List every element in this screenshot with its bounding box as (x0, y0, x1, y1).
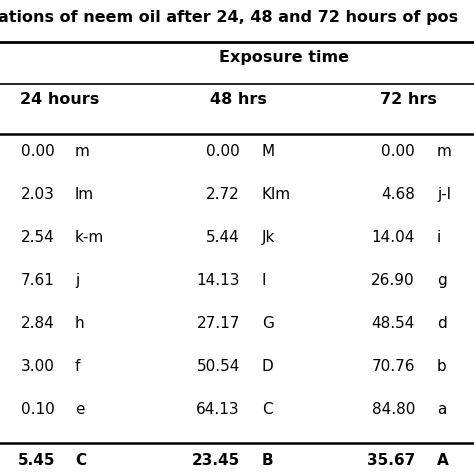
Text: 27.17: 27.17 (197, 316, 240, 331)
Text: 35.67: 35.67 (367, 453, 415, 468)
Text: 0.10: 0.10 (21, 402, 55, 417)
Text: e: e (75, 402, 84, 417)
Text: C: C (262, 402, 273, 417)
Text: 2.03: 2.03 (21, 187, 55, 202)
Text: b: b (437, 359, 447, 374)
Text: ations of neem oil after 24, 48 and 72 hours of pos: ations of neem oil after 24, 48 and 72 h… (0, 10, 458, 25)
Text: 2.72: 2.72 (206, 187, 240, 202)
Text: h: h (75, 316, 85, 331)
Text: 2.54: 2.54 (21, 230, 55, 245)
Text: 26.90: 26.90 (371, 273, 415, 288)
Text: j-l: j-l (437, 187, 451, 202)
Text: 48.54: 48.54 (372, 316, 415, 331)
Text: 48 hrs: 48 hrs (210, 92, 267, 107)
Text: 3.00: 3.00 (21, 359, 55, 374)
Text: f: f (75, 359, 81, 374)
Text: k-m: k-m (75, 230, 104, 245)
Text: 84.80: 84.80 (372, 402, 415, 417)
Text: g: g (437, 273, 447, 288)
Text: d: d (437, 316, 447, 331)
Text: Exposure time: Exposure time (219, 50, 349, 65)
Text: 0.00: 0.00 (21, 144, 55, 159)
Text: G: G (262, 316, 274, 331)
Text: Jk: Jk (262, 230, 275, 245)
Text: Klm: Klm (262, 187, 291, 202)
Text: lm: lm (75, 187, 94, 202)
Text: 5.44: 5.44 (206, 230, 240, 245)
Text: A: A (437, 453, 449, 468)
Text: 4.68: 4.68 (381, 187, 415, 202)
Text: 0.00: 0.00 (206, 144, 240, 159)
Text: a: a (437, 402, 447, 417)
Text: D: D (262, 359, 274, 374)
Text: 24 hours: 24 hours (20, 92, 99, 107)
Text: 50.54: 50.54 (197, 359, 240, 374)
Text: 0.00: 0.00 (381, 144, 415, 159)
Text: 2.84: 2.84 (21, 316, 55, 331)
Text: 72 hrs: 72 hrs (380, 92, 437, 107)
Text: 7.61: 7.61 (21, 273, 55, 288)
Text: B: B (262, 453, 273, 468)
Text: C: C (75, 453, 86, 468)
Text: 70.76: 70.76 (372, 359, 415, 374)
Text: m: m (437, 144, 452, 159)
Text: 14.13: 14.13 (197, 273, 240, 288)
Text: 23.45: 23.45 (192, 453, 240, 468)
Text: 5.45: 5.45 (18, 453, 55, 468)
Text: M: M (262, 144, 275, 159)
Text: j: j (75, 273, 79, 288)
Text: 64.13: 64.13 (196, 402, 240, 417)
Text: m: m (75, 144, 90, 159)
Text: 14.04: 14.04 (372, 230, 415, 245)
Text: i: i (437, 230, 441, 245)
Text: I: I (262, 273, 266, 288)
